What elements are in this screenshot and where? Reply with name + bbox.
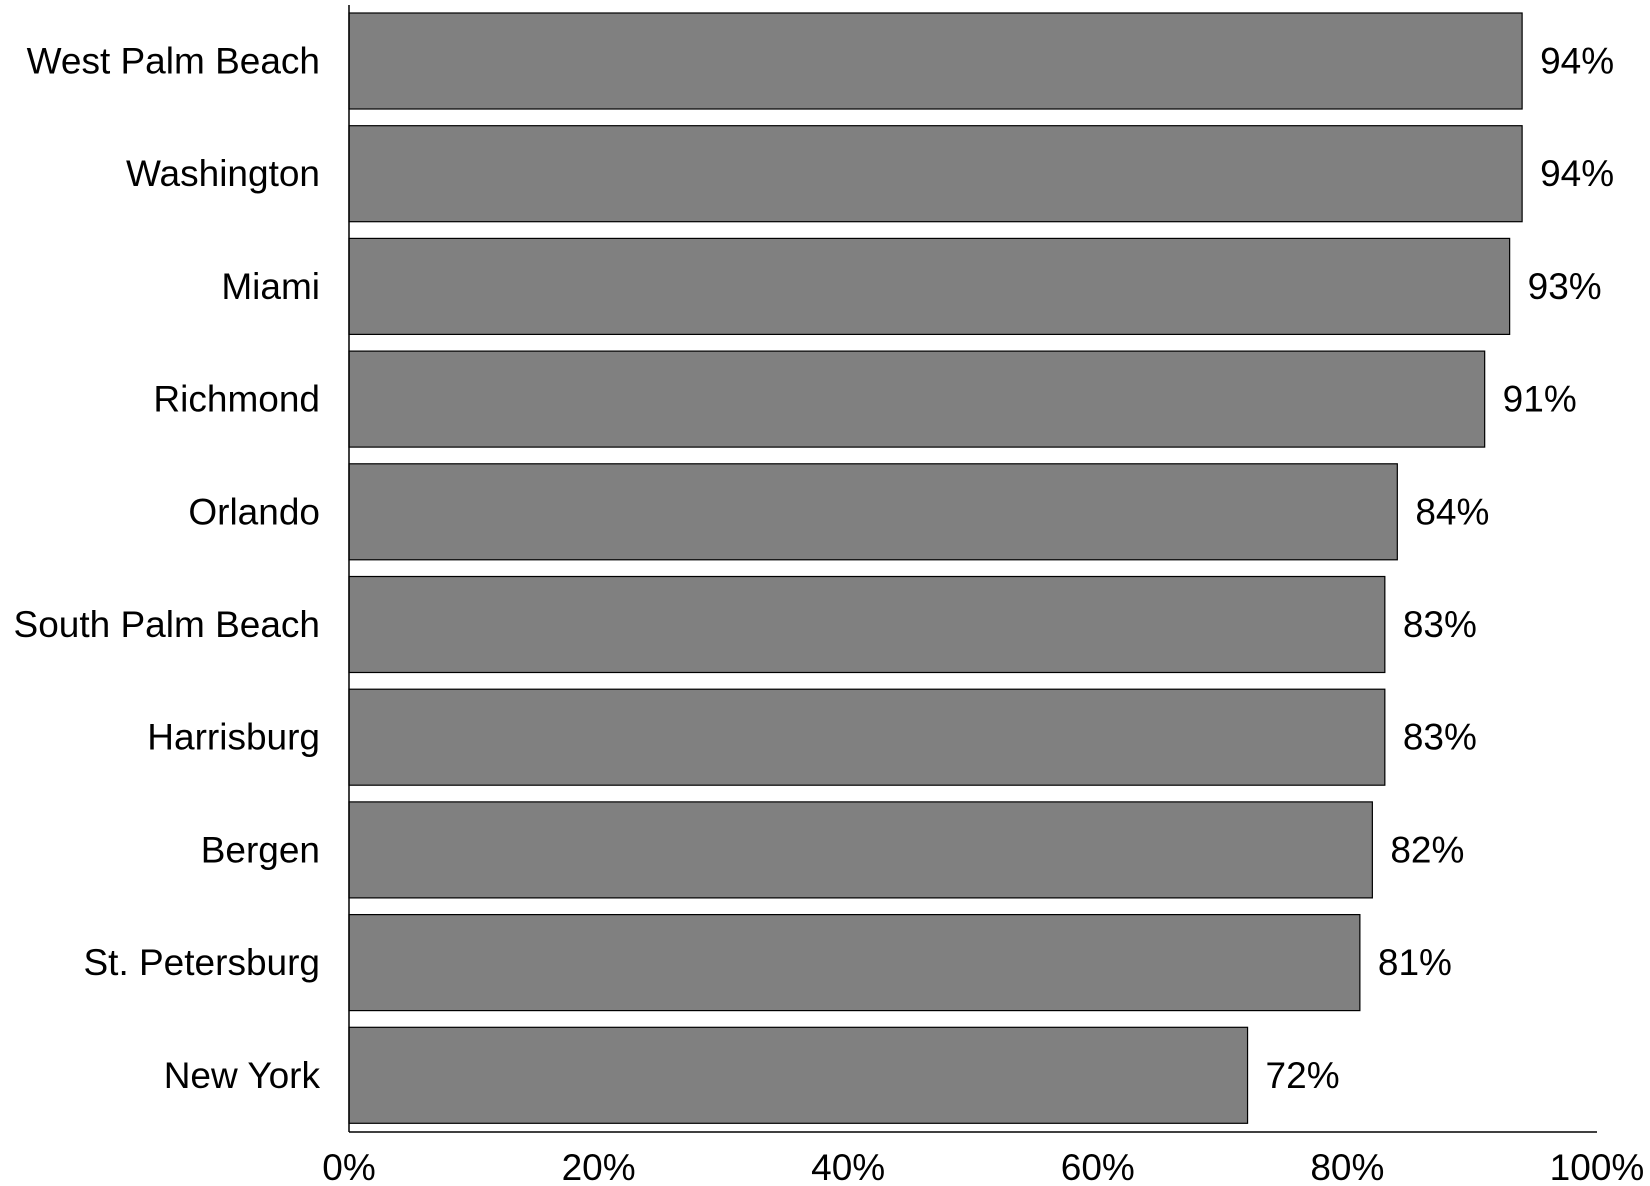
category-label-orlando: Orlando (188, 491, 320, 532)
bar-st-petersburg (348, 913, 1361, 1012)
bar-bergen (348, 801, 1373, 899)
x-tick-label-80: 80% (1310, 1147, 1384, 1186)
category-label-richmond: Richmond (153, 379, 320, 420)
value-label-miami: 93% (1528, 266, 1602, 307)
value-label-washington: 94% (1540, 153, 1614, 194)
x-tick-label-0: 0% (322, 1147, 375, 1186)
category-label-south-palm-beach: South Palm Beach (14, 604, 320, 645)
bar-south-palm-beach (348, 575, 1386, 674)
axes-group (348, 5, 1597, 1133)
value-label-west-palm-beach: 94% (1540, 41, 1614, 82)
bar-orlando (348, 463, 1398, 561)
bar-west-palm-beach (348, 12, 1523, 110)
category-label-west-palm-beach: West Palm Beach (27, 41, 320, 82)
value-label-orlando: 84% (1415, 491, 1489, 532)
value-label-bergen: 82% (1390, 829, 1464, 870)
category-label-harrisburg: Harrisburg (147, 717, 320, 758)
x-tick-label-40: 40% (811, 1147, 885, 1186)
x-tick-label-100: 100% (1550, 1147, 1645, 1186)
category-labels-group: West Palm Beach Washington Miami Richmond Or… (14, 41, 321, 1096)
bars-group (348, 12, 1523, 1124)
bar-washington (348, 125, 1523, 223)
bar-miami (348, 237, 1511, 335)
bar-richmond (348, 350, 1486, 448)
value-labels-group: 94% 94% 93% 91% 84% 83% 83% 82% 81% 72% (1266, 41, 1615, 1096)
category-label-st-petersburg: St. Petersburg (83, 942, 320, 983)
category-label-new-york: New York (164, 1055, 321, 1096)
category-label-washington: Washington (126, 153, 320, 194)
x-tick-labels-group: 0% 20% 40% 60% 80% 100% (322, 1147, 1644, 1186)
category-label-bergen: Bergen (201, 829, 320, 870)
bar-harrisburg (348, 688, 1386, 786)
value-label-st-petersburg: 81% (1378, 942, 1452, 983)
bar-new-york (348, 1026, 1249, 1124)
value-label-richmond: 91% (1503, 379, 1577, 420)
value-label-harrisburg: 83% (1403, 717, 1477, 758)
x-tick-label-60: 60% (1061, 1147, 1135, 1186)
value-label-south-palm-beach: 83% (1403, 604, 1477, 645)
x-tick-label-20: 20% (562, 1147, 636, 1186)
value-label-new-york: 72% (1266, 1055, 1340, 1096)
category-label-miami: Miami (221, 266, 320, 307)
